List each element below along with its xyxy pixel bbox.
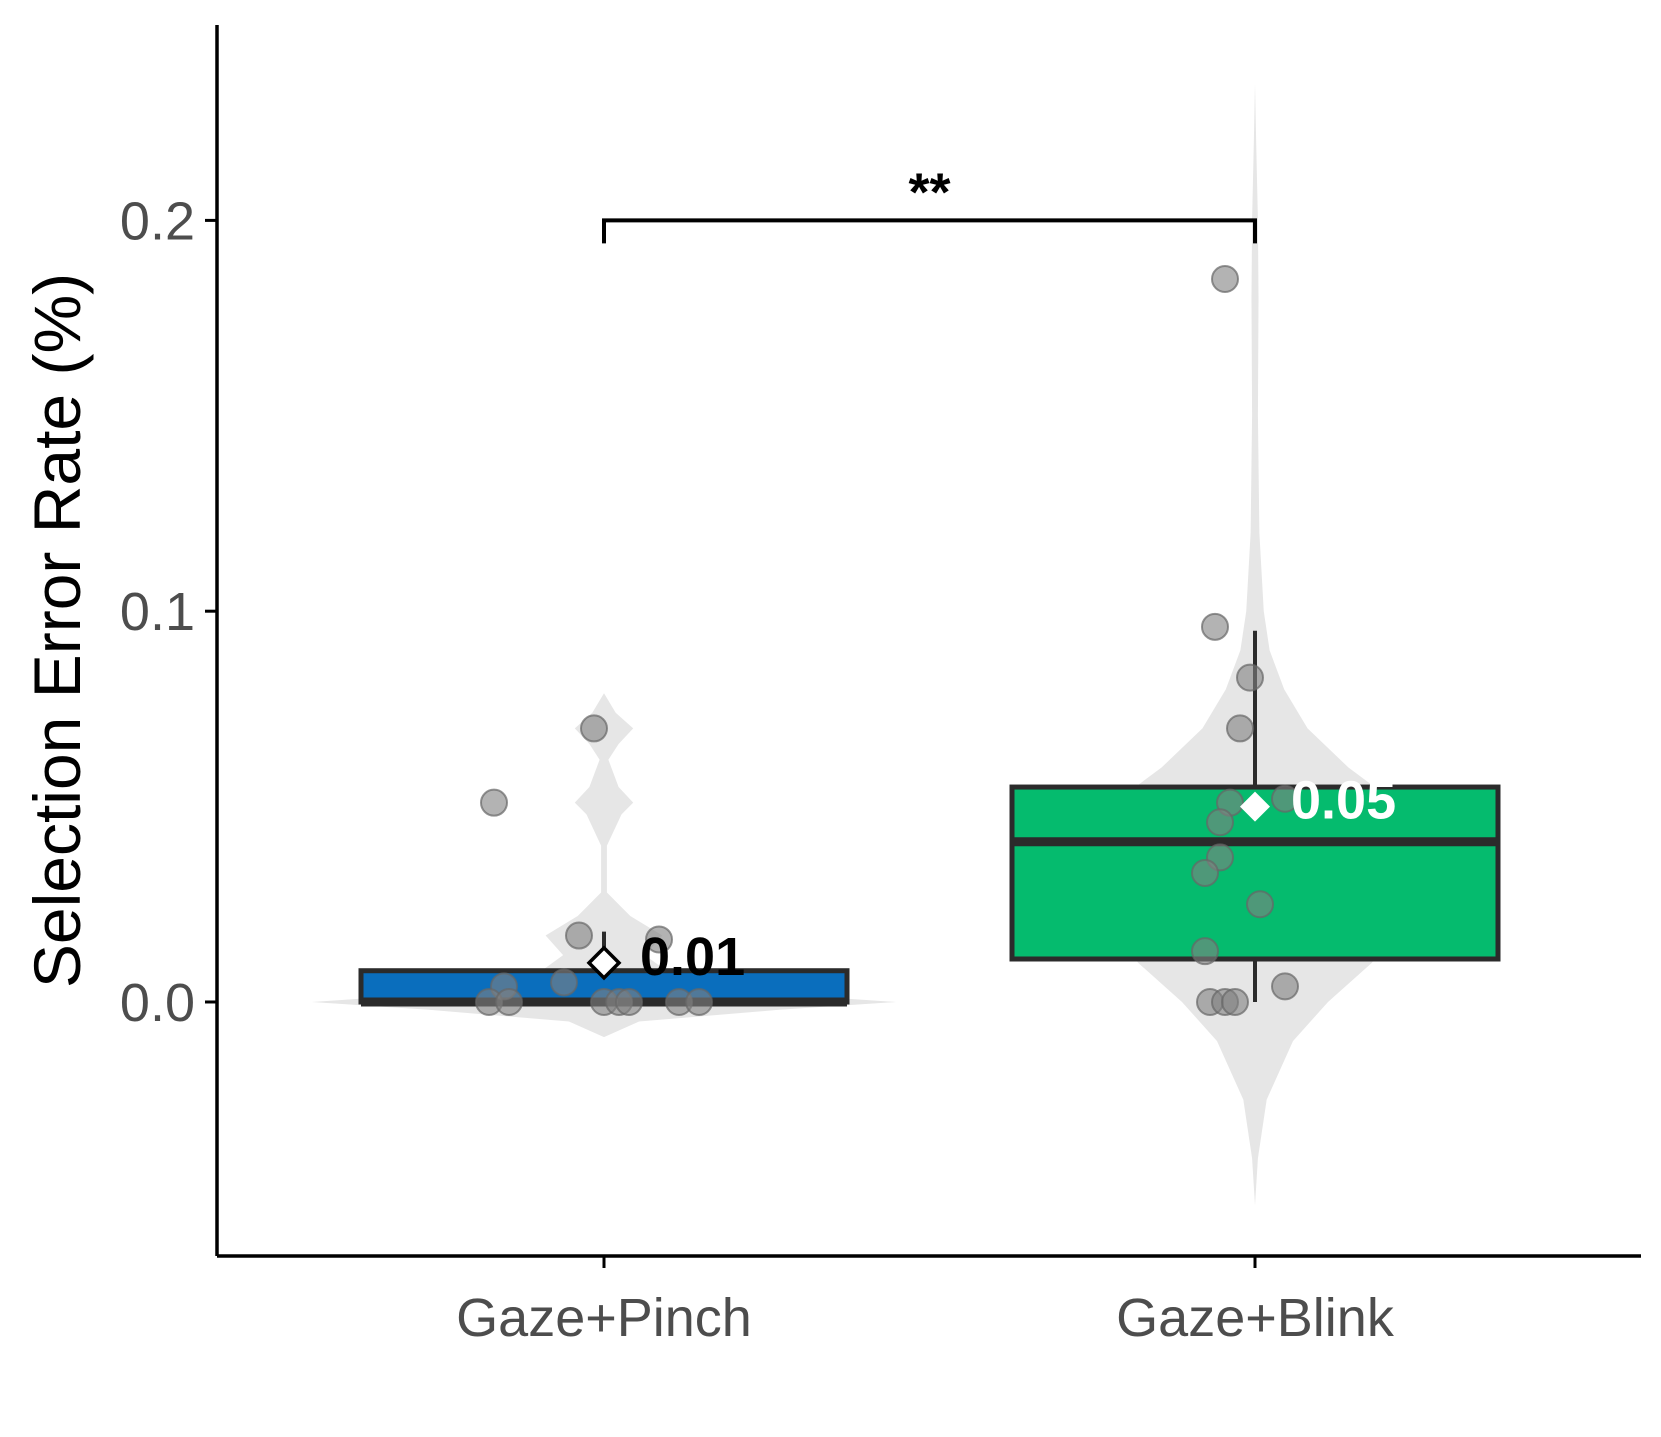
data-point	[550, 968, 578, 997]
data-point	[1226, 714, 1254, 743]
mean-label-gaze-blink: 0.05	[1291, 771, 1396, 831]
mean-marker-gaze-blink	[1240, 791, 1270, 822]
data-point	[615, 987, 643, 1016]
data-point	[1271, 972, 1299, 1001]
x-tick-label-gaze-blink: Gaze+Blink	[1116, 1288, 1395, 1348]
y-tick-label: 0.1	[120, 582, 195, 642]
data-point	[565, 921, 593, 950]
data-point	[1271, 784, 1299, 813]
data-point	[1191, 859, 1219, 888]
y-tick-label: 0.0	[120, 973, 195, 1033]
data-point	[645, 925, 673, 954]
y-axis-title: Selection Error Rate (%)	[20, 273, 94, 988]
significance-layer: **	[602, 162, 1257, 244]
x-tick-label-gaze-pinch: Gaze+Pinch	[456, 1288, 752, 1348]
point-layer	[475, 265, 1299, 1016]
data-point	[1211, 265, 1239, 294]
y-tick-label: 0.2	[120, 191, 195, 251]
significance-bracket	[602, 218, 1257, 244]
mean-marker-gaze-pinch	[586, 945, 622, 981]
data-point	[685, 987, 713, 1016]
mean-layer: 0.01 0.05	[586, 771, 1396, 987]
axes-layer: Selection Error Rate (%) Gaze+Pinch Gaze+…	[20, 25, 1641, 1348]
data-point	[1206, 808, 1234, 837]
data-point	[1191, 937, 1219, 966]
data-point	[495, 987, 523, 1016]
significance-label: **	[908, 162, 950, 222]
data-point	[1246, 890, 1274, 919]
data-point	[1201, 612, 1229, 641]
data-point	[1236, 663, 1264, 692]
data-point	[1221, 987, 1249, 1016]
violin-layer	[312, 83, 1431, 1206]
mean-label-gaze-pinch: 0.01	[640, 927, 745, 987]
violin-gaze-pinch	[312, 693, 896, 1038]
data-point	[480, 788, 508, 817]
data-point	[580, 714, 608, 743]
